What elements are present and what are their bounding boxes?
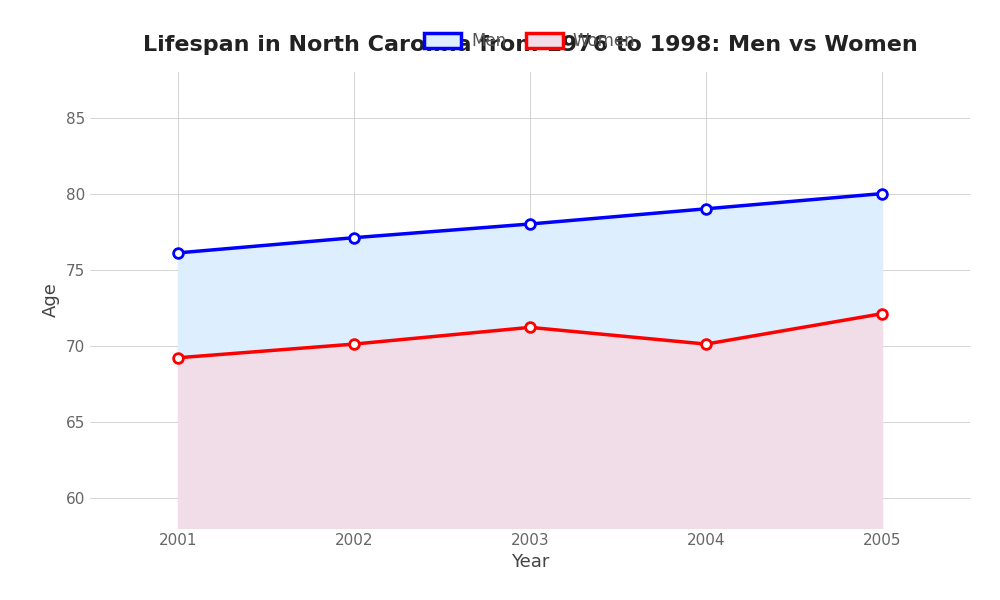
Women	[172, 354, 184, 361]
Y-axis label: Age: Age	[42, 283, 60, 317]
Women	[348, 340, 360, 347]
Line: Men: Men	[173, 189, 887, 258]
Title: Lifespan in North Carolina from 1976 to 1998: Men vs Women: Lifespan in North Carolina from 1976 to …	[143, 35, 917, 55]
Women	[876, 310, 888, 317]
Legend: Men, Women: Men, Women	[418, 26, 642, 57]
Women	[700, 340, 712, 347]
Men	[348, 234, 360, 241]
Men	[876, 190, 888, 197]
Women	[524, 324, 536, 331]
Men	[524, 220, 536, 227]
Men	[172, 249, 184, 256]
Line: Women: Women	[173, 309, 887, 362]
Men	[700, 205, 712, 212]
X-axis label: Year: Year	[511, 553, 549, 571]
